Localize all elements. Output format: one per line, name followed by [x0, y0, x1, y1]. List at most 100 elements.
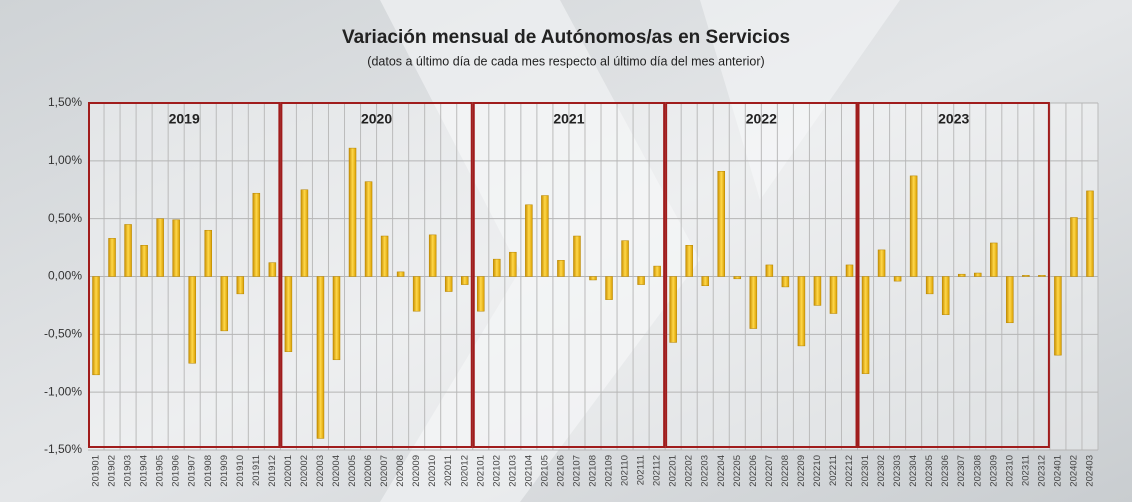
x-tick-label: 202011: [443, 455, 454, 486]
y-tick-label: -0,50%: [44, 327, 82, 341]
bar: [589, 276, 597, 281]
year-label: 2020: [361, 111, 392, 127]
y-tick-label: -1,50%: [44, 442, 82, 456]
bar: [396, 271, 405, 277]
x-tick-label: 202307: [956, 455, 967, 487]
x-tick-label: 202105: [539, 455, 550, 487]
bar: [1070, 217, 1078, 277]
year-label: 2021: [553, 111, 584, 127]
x-tick-label: 202206: [748, 455, 759, 487]
bar: [974, 272, 982, 277]
bar: [124, 224, 132, 277]
bar: [332, 276, 341, 361]
bar: [765, 264, 774, 277]
bar: [525, 204, 533, 277]
bar: [188, 276, 196, 364]
x-tick-label: 202003: [315, 455, 326, 487]
bar: [541, 195, 549, 277]
x-tick-label: 201906: [171, 455, 182, 487]
x-tick-label: 202101: [475, 455, 486, 487]
bar: [637, 276, 645, 285]
bar: [845, 264, 854, 277]
x-tick-label: 202108: [588, 455, 599, 487]
bar: [268, 262, 277, 277]
bar: [428, 234, 437, 277]
bar: [348, 147, 357, 277]
x-tick-label: 201903: [123, 455, 134, 487]
x-tick-label: 202109: [604, 455, 615, 487]
bar: [284, 276, 293, 352]
bar: [909, 175, 918, 277]
x-tick-label: 202302: [876, 455, 887, 487]
bar: [477, 276, 485, 312]
year-label: 2023: [938, 111, 969, 127]
x-tick-label: 202110: [620, 455, 631, 486]
x-tick-label: 202103: [507, 455, 518, 487]
bar: [236, 276, 245, 295]
bar: [140, 245, 148, 277]
x-tick-label: 201902: [107, 455, 118, 487]
x-tick-label: 202102: [491, 455, 502, 487]
bar: [829, 276, 838, 314]
x-tick-label: 202212: [844, 455, 855, 487]
x-tick-label: 202303: [892, 455, 903, 487]
y-tick-label: -1,00%: [44, 384, 82, 398]
x-tick-label: 202311: [1020, 455, 1031, 486]
bar: [877, 249, 886, 277]
x-tick-label: 202209: [796, 455, 807, 487]
bar: [1022, 275, 1030, 277]
bar: [717, 170, 726, 277]
x-tick-label: 202107: [571, 455, 582, 487]
x-tick-label: 201904: [139, 455, 150, 487]
x-tick-label: 202004: [331, 455, 342, 487]
decoration: [700, 0, 900, 200]
x-tick-label: 202210: [812, 455, 823, 487]
bar: [108, 238, 116, 277]
x-tick-label: 202009: [411, 455, 422, 487]
bar: [220, 276, 229, 332]
bar: [509, 251, 517, 277]
x-tick-label: 201908: [203, 455, 214, 487]
bar: [925, 276, 934, 295]
bar: [364, 181, 373, 277]
x-tick-label: 202012: [459, 455, 470, 487]
x-tick-label: 202002: [299, 455, 310, 487]
bar: [380, 235, 389, 277]
x-tick-label: 202001: [283, 455, 294, 487]
x-tick-label: 202005: [347, 455, 358, 487]
bar: [893, 276, 902, 282]
x-tick-label: 202403: [1084, 455, 1095, 487]
x-tick-label: 202006: [363, 455, 374, 487]
x-tick-label: 201901: [91, 455, 102, 487]
x-tick-label: 201909: [219, 455, 230, 487]
x-tick-label: 202202: [684, 455, 695, 487]
bar: [300, 189, 309, 277]
x-tick-label: 201910: [235, 455, 246, 487]
bar: [701, 276, 709, 287]
x-tick-label: 201912: [267, 455, 278, 487]
bar: [460, 276, 469, 285]
x-tick-label: 202203: [700, 455, 711, 487]
x-tick-label: 202204: [716, 455, 727, 487]
bar: [605, 276, 613, 300]
x-tick-label: 202310: [1004, 455, 1015, 487]
chart-subtitle: (datos a último día de cada mes respecto…: [367, 54, 764, 68]
x-tick-label: 202306: [940, 455, 951, 487]
bar: [412, 276, 421, 312]
x-tick-label: 202104: [523, 455, 534, 487]
bar: [861, 276, 870, 374]
x-tick-label: 202208: [780, 455, 791, 487]
x-tick-label: 202309: [988, 455, 999, 487]
bar: [1038, 275, 1046, 277]
bar: [797, 276, 806, 347]
x-tick-label: 202010: [427, 455, 438, 487]
bar: [653, 265, 661, 277]
bar: [493, 258, 501, 277]
bar: [156, 218, 164, 277]
bar: [1006, 276, 1014, 324]
bar: [733, 276, 742, 280]
x-tick-label: 202308: [972, 455, 983, 487]
year-box: [88, 102, 281, 448]
y-tick-label: 1,50%: [48, 95, 82, 109]
bar: [781, 276, 790, 288]
